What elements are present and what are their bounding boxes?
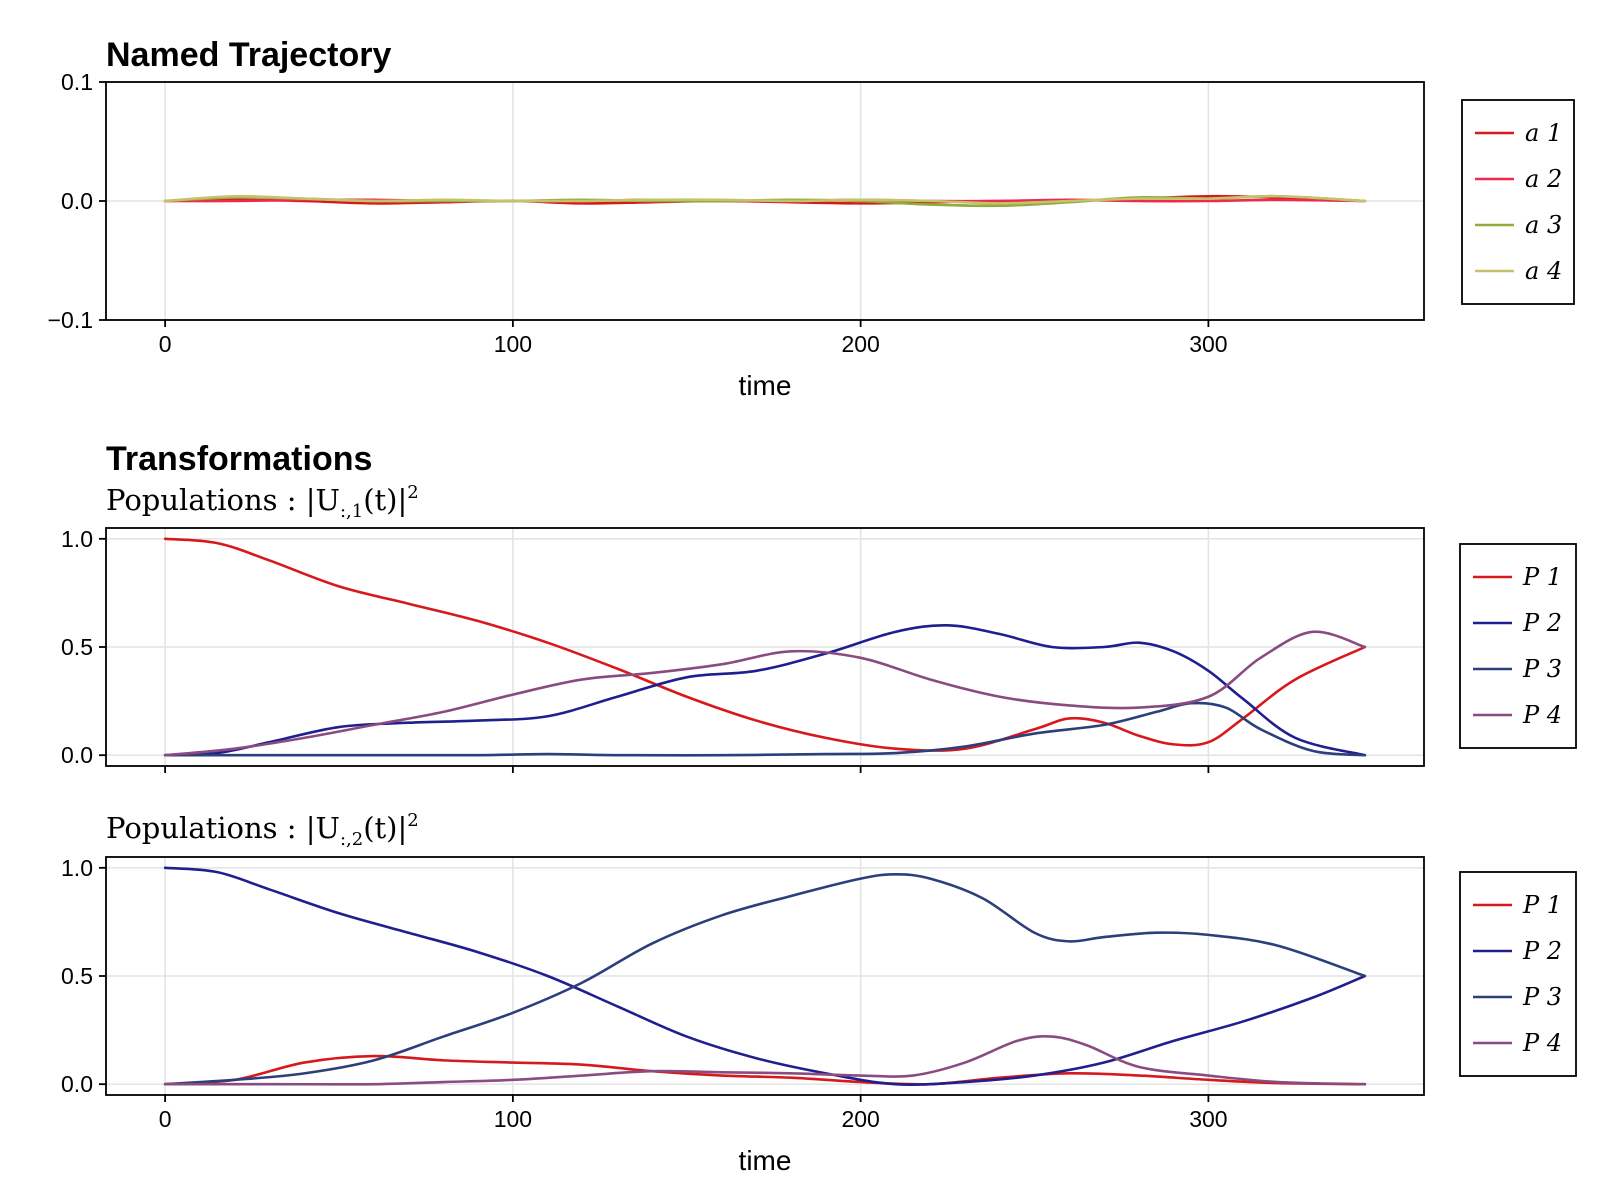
legend-label: P 3 [1522,983,1562,1011]
legend-label: P 1 [1522,891,1562,919]
series-group [163,866,1367,1086]
y-tick-label: −0.1 [48,307,93,333]
chart-panel-2: Populations : |U:,2(t)|2 0 100 200 300 0.0 0.5… [61,810,1577,1176]
legend-label: a 1 [1525,119,1562,147]
x-tick-label: 200 [841,1106,879,1132]
x-tick-label: 300 [1189,1106,1227,1132]
y-tick-label: 1.0 [61,526,93,552]
chart-panel-1: Transformations Populations : |U:,1(t)|2 0… [61,440,1577,773]
y-tick-label: 1.0 [61,855,93,881]
subtitle-1: Populations : |U:,1(t)|2 [106,482,419,522]
x-tick-label: 0 [159,1106,172,1132]
subtitle-2: Populations : |U:,2(t)|2 [106,810,419,850]
chart-title-1: Transformations [106,440,372,478]
series-line-p1 [163,1054,1367,1086]
x-tick-label: 100 [494,1106,532,1132]
series-group [163,537,1367,757]
x-tick-label: 300 [1189,331,1227,357]
series-line-p2 [163,624,1367,757]
legend-1: P 1 P 2 P 3 P 4 [1459,543,1577,749]
legend-label: a 4 [1525,257,1562,285]
series-line-p3 [163,873,1367,1086]
y-tick-label: 0.5 [61,634,93,660]
y-tick-label: 0.0 [61,1071,93,1097]
legend-label: a 3 [1525,211,1562,239]
chart-title-0: Named Trajectory [106,36,391,74]
legend-label: P 4 [1522,701,1562,729]
legend-2: P 1 P 2 P 3 P 4 [1459,871,1577,1077]
legend-label: P 2 [1522,609,1562,637]
series-line-p2 [163,866,1367,1086]
x-tick-label: 0 [159,331,172,357]
x-tick-label: 100 [494,331,532,357]
legend-label: P 4 [1522,1029,1562,1057]
x-tick-label: 200 [841,331,879,357]
y-tick-label: 0.5 [61,963,93,989]
y-tick-label: 0.0 [61,742,93,768]
legend-label: a 2 [1525,165,1562,193]
y-tick-label: 0.0 [61,188,93,214]
legend-label: P 3 [1522,655,1562,683]
legend-0: a 1 a 2 a 3 a 4 [1461,99,1575,305]
x-axis-label: time [739,370,792,401]
legend-label: P 1 [1522,563,1562,591]
series-line-p4 [163,1035,1367,1086]
y-tick-label: 0.1 [61,69,93,95]
series-line-p3 [163,701,1367,757]
series-line-p4 [163,630,1367,757]
legend-label: P 2 [1522,937,1562,965]
series-line-p1 [163,537,1367,752]
chart-panel-0: Named Trajectory 0 100 200 300 −0.1 0.0 0.1 time… [48,36,1575,401]
x-axis-label: time [739,1145,792,1176]
series-group [163,194,1367,208]
series-line-a4 [163,194,1367,205]
